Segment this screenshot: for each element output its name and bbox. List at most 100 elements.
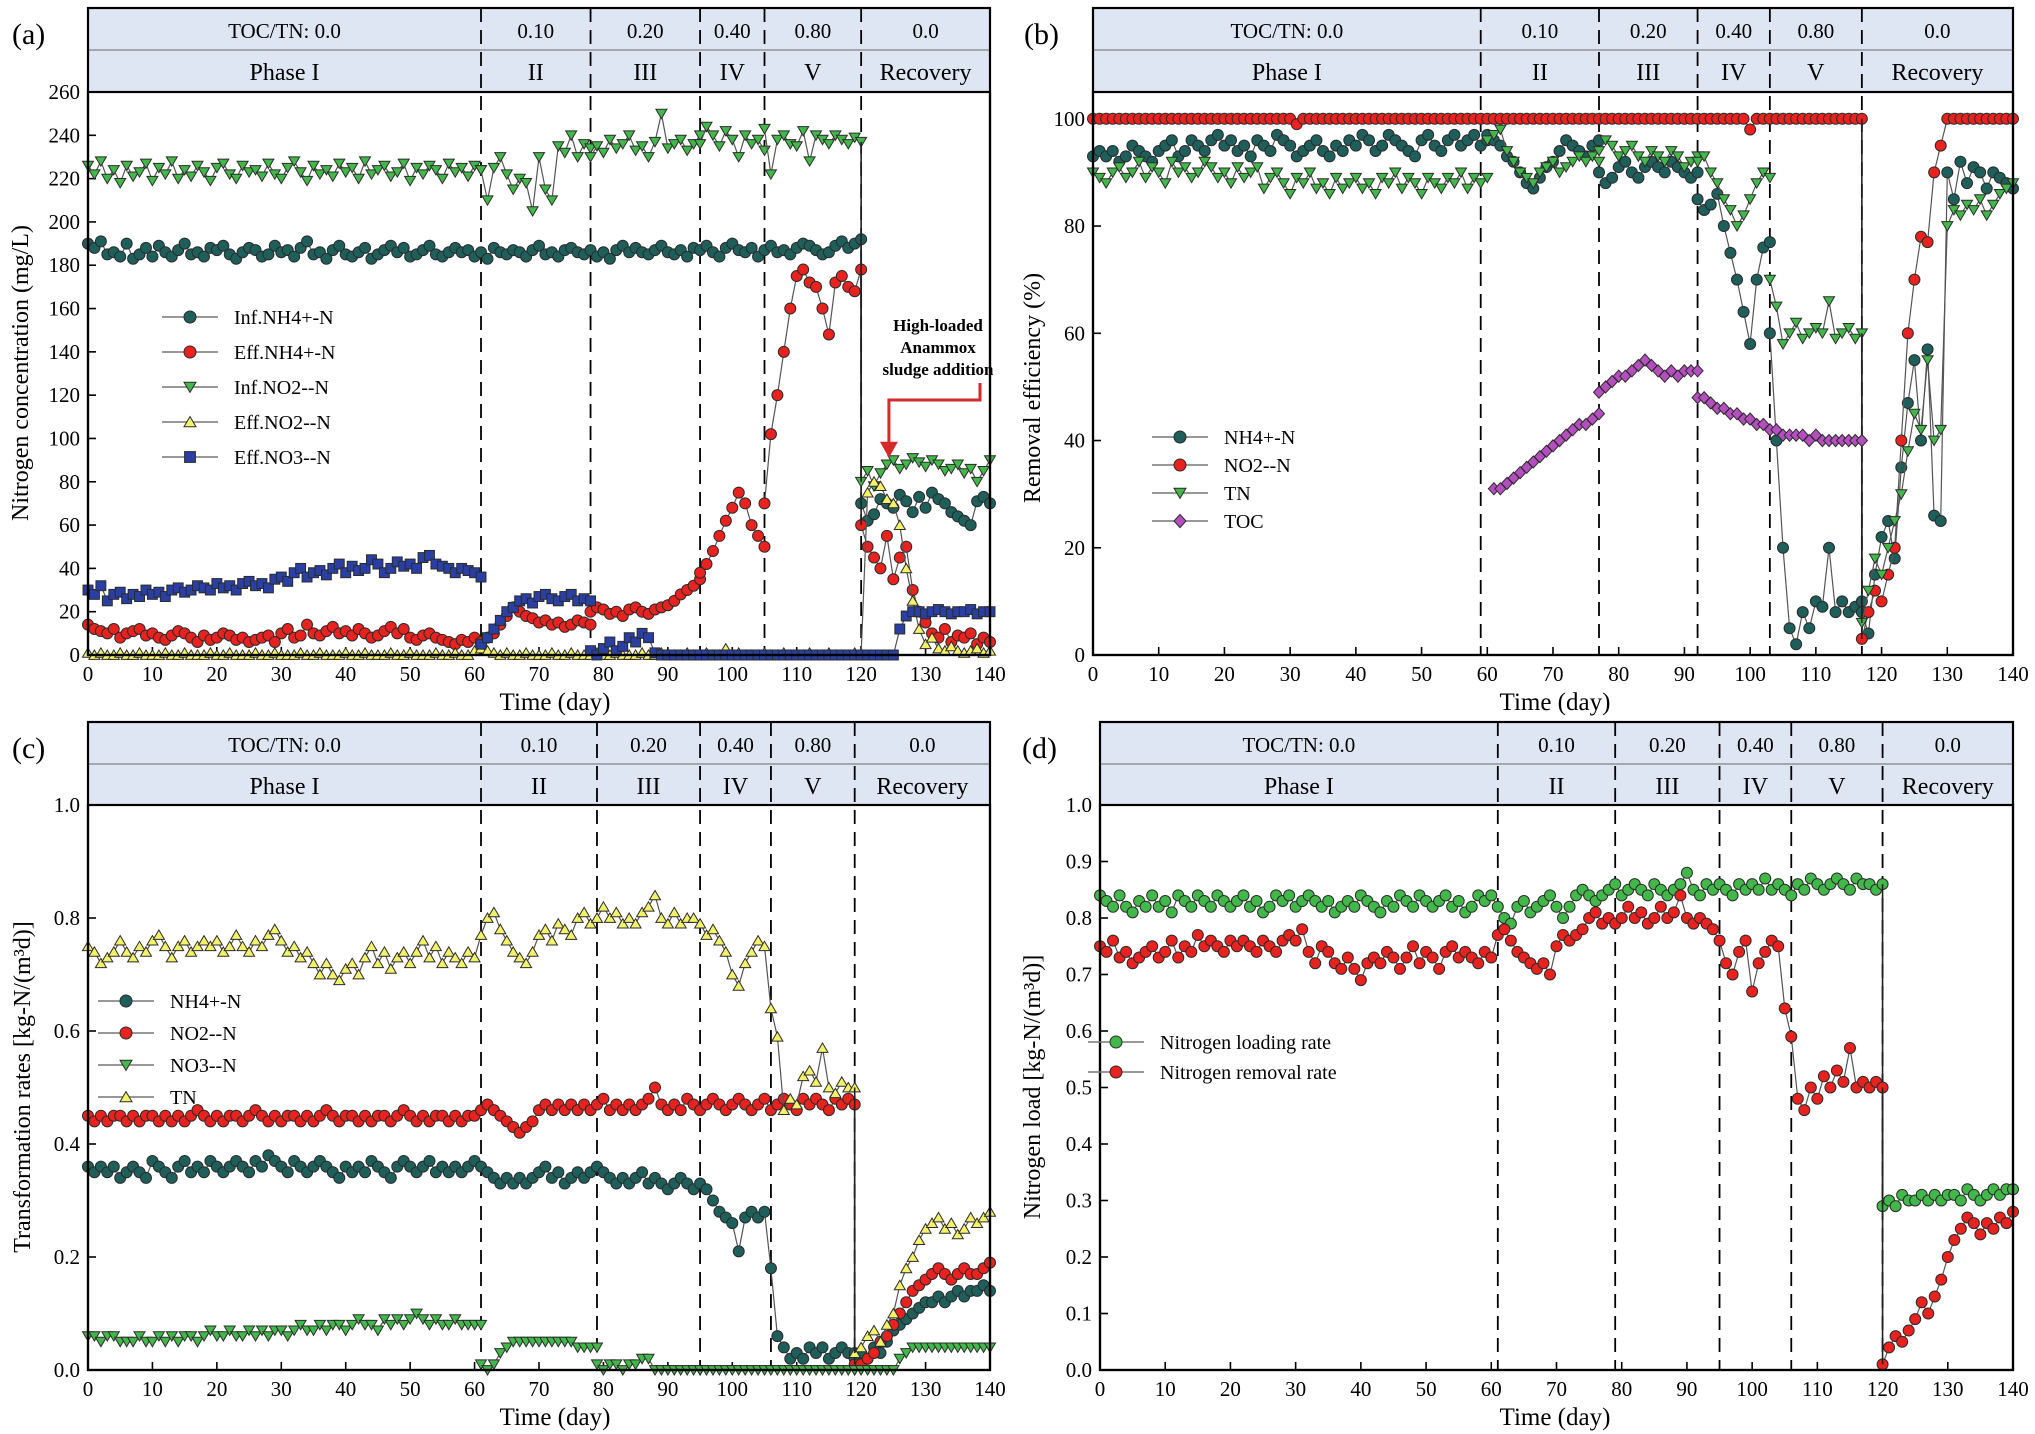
data-point bbox=[1107, 934, 1120, 947]
data-point bbox=[706, 923, 720, 935]
data-point bbox=[700, 558, 713, 571]
y-tick-label: 0 bbox=[70, 643, 81, 667]
data-point bbox=[796, 1070, 810, 1082]
data-point bbox=[313, 1319, 327, 1331]
data-point bbox=[288, 250, 301, 263]
data-point bbox=[171, 940, 185, 952]
data-point bbox=[281, 623, 294, 636]
data-point bbox=[899, 1262, 913, 1274]
data-point bbox=[320, 1325, 333, 1337]
data-point bbox=[1967, 1217, 1980, 1230]
legend-marker bbox=[183, 310, 197, 324]
data-point bbox=[1472, 957, 1485, 970]
data-point bbox=[236, 1331, 249, 1342]
data-point bbox=[1697, 390, 1711, 405]
x-tick-label: 50 bbox=[1411, 662, 1432, 686]
data-point bbox=[700, 121, 713, 133]
data-point bbox=[661, 143, 675, 155]
series bbox=[1487, 353, 1869, 496]
series bbox=[1094, 866, 2019, 1213]
data-point bbox=[1941, 166, 1954, 179]
data-point bbox=[1665, 364, 1678, 378]
annotation: High-loaded Anammox sludge addition bbox=[879, 316, 994, 458]
series bbox=[82, 1081, 996, 1371]
data-point bbox=[1619, 155, 1632, 168]
data-point bbox=[1454, 167, 1468, 179]
data-point bbox=[1263, 900, 1276, 913]
data-point bbox=[216, 1331, 230, 1342]
data-point bbox=[461, 945, 475, 957]
data-point bbox=[1433, 962, 1446, 975]
data-point bbox=[158, 1336, 172, 1348]
data-point bbox=[1717, 194, 1731, 206]
data-point bbox=[423, 951, 436, 963]
toc-tn-label: 0.20 bbox=[1630, 19, 1667, 43]
data-point bbox=[1901, 327, 1914, 340]
data-point bbox=[919, 501, 932, 514]
toc-tn-label: TOC/TN: 0.0 bbox=[1243, 733, 1356, 757]
x-tick-label: 20 bbox=[1214, 662, 1235, 686]
y-tick-label: 240 bbox=[49, 123, 81, 147]
data-point bbox=[1413, 957, 1426, 970]
data-point bbox=[1572, 151, 1586, 163]
data-point bbox=[532, 929, 546, 940]
data-point bbox=[810, 280, 823, 293]
toc-tn-label: 0.40 bbox=[1737, 733, 1774, 757]
data-point bbox=[1625, 140, 1639, 152]
data-point bbox=[1638, 156, 1652, 168]
y-tick-label: 0.7 bbox=[1066, 963, 1092, 987]
data-point bbox=[1146, 940, 1159, 953]
data-point bbox=[899, 459, 913, 471]
data-point bbox=[1707, 923, 1720, 936]
data-point bbox=[1763, 172, 1777, 184]
data-point bbox=[822, 1104, 835, 1117]
data-point bbox=[1566, 156, 1580, 168]
legend-marker bbox=[119, 1090, 133, 1103]
data-point bbox=[932, 459, 945, 471]
x-tick-label: 60 bbox=[464, 1377, 485, 1401]
data-point bbox=[1264, 172, 1277, 184]
toc-tn-label: TOC/TN: 0.0 bbox=[228, 733, 341, 757]
series-line bbox=[1769, 279, 1863, 346]
data-point bbox=[738, 130, 752, 142]
data-point bbox=[1822, 296, 1836, 308]
data-point bbox=[332, 1319, 346, 1331]
x-tick-label: 0 bbox=[83, 1377, 94, 1401]
phase-label: IV bbox=[720, 60, 746, 86]
series-line bbox=[854, 1211, 991, 1354]
data-point bbox=[603, 252, 616, 265]
data-point bbox=[1139, 172, 1152, 184]
data-point bbox=[352, 968, 365, 980]
data-point bbox=[320, 252, 333, 265]
data-point bbox=[1737, 112, 1750, 125]
data-point bbox=[1824, 1081, 1837, 1094]
x-tick-label: 130 bbox=[1932, 1377, 1964, 1401]
y-axis-label: Removal efficiency (%) bbox=[1020, 273, 1046, 503]
data-point bbox=[197, 1331, 211, 1342]
data-point bbox=[507, 601, 519, 613]
data-point bbox=[1428, 178, 1442, 190]
data-point bbox=[1654, 900, 1667, 913]
data-point bbox=[1763, 236, 1776, 249]
data-point bbox=[1407, 900, 1420, 913]
data-point bbox=[1557, 912, 1570, 924]
data-point bbox=[133, 167, 146, 179]
data-point bbox=[519, 957, 533, 969]
x-axis-label: Time (day) bbox=[1500, 689, 1611, 716]
y-tick-label: 40 bbox=[59, 556, 80, 580]
data-point bbox=[693, 917, 707, 929]
data-point bbox=[448, 951, 462, 963]
data-point bbox=[1776, 339, 1790, 350]
data-point bbox=[178, 237, 191, 250]
data-point bbox=[822, 139, 836, 150]
panel-frame bbox=[86, 6, 992, 657]
data-point bbox=[1112, 162, 1126, 173]
data-point bbox=[1973, 194, 1987, 206]
data-point bbox=[1618, 146, 1632, 157]
data-point bbox=[590, 1342, 604, 1354]
data-point bbox=[158, 169, 172, 181]
data-point bbox=[424, 549, 435, 561]
data-point bbox=[1777, 541, 1789, 554]
